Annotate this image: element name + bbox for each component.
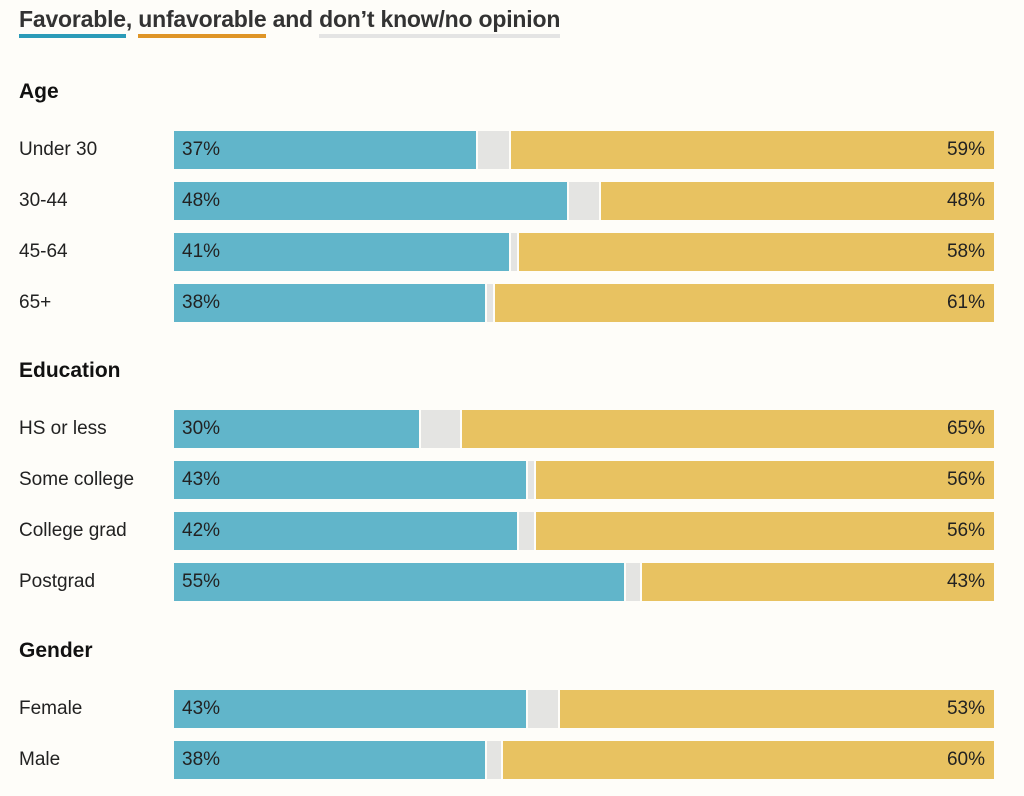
- section-title-education: Education: [19, 359, 121, 382]
- data-label-unfavorable: 61%: [946, 292, 985, 313]
- bar-segment-favorable: [174, 131, 477, 169]
- bar-row: 55% 43%: [174, 563, 994, 601]
- chart-title-legend: Favorable, unfavorable and don’t know/no…: [19, 6, 560, 38]
- bar-row: 30% 65%: [174, 410, 994, 448]
- bar-segment-favorable: [174, 233, 510, 271]
- row-label: Postgrad: [19, 571, 96, 592]
- bar-segment-dont-know: [626, 563, 641, 601]
- legend-unfavorable: unfavorable: [138, 6, 267, 38]
- row-label: 30-44: [19, 190, 68, 211]
- data-label-favorable: 48%: [182, 190, 221, 211]
- legend-separator: ,: [125, 6, 139, 32]
- row-label: Female: [19, 698, 83, 719]
- data-label-unfavorable: 58%: [946, 241, 985, 262]
- bar-segment-dont-know: [527, 690, 559, 728]
- bar-segment-favorable: [174, 284, 485, 322]
- bar-segment-favorable: [174, 461, 526, 499]
- data-label-unfavorable: 65%: [946, 418, 985, 439]
- row-label: College grad: [19, 520, 127, 541]
- row-label: 45-64: [19, 241, 68, 262]
- bar-segment-favorable: [174, 410, 419, 448]
- bar-row: 43% 56%: [174, 461, 994, 499]
- bar-row: 48% 48%: [174, 182, 994, 220]
- data-label-favorable: 37%: [182, 139, 221, 160]
- legend-dont-know: don’t know/no opinion: [319, 6, 560, 38]
- data-label-unfavorable: 56%: [946, 520, 985, 541]
- data-label-unfavorable: 53%: [946, 698, 985, 719]
- bar-segment-dont-know: [511, 233, 518, 271]
- legend-favorable: Favorable: [19, 6, 126, 38]
- data-label-unfavorable: 56%: [946, 469, 985, 490]
- bar-segment-unfavorable: [535, 512, 994, 550]
- bar-segment-favorable: [174, 690, 526, 728]
- bar-segment-favorable: [174, 512, 518, 550]
- bar-segment-unfavorable: [503, 741, 994, 779]
- bar-segment-unfavorable: [511, 131, 994, 169]
- data-label-unfavorable: 43%: [946, 571, 985, 592]
- bar-segment-unfavorable: [519, 233, 994, 271]
- bar-segment-dont-know: [527, 461, 534, 499]
- row-label: Male: [19, 749, 61, 770]
- bar-row: 37% 59%: [174, 131, 994, 169]
- bar-segment-dont-know: [421, 410, 460, 448]
- bar-segment-dont-know: [568, 182, 600, 220]
- data-label-unfavorable: 60%: [946, 749, 985, 770]
- bar-row: 43% 53%: [174, 690, 994, 728]
- row-label: Some college: [19, 469, 135, 490]
- data-label-favorable: 55%: [182, 571, 221, 592]
- row-label: 65+: [19, 292, 52, 313]
- bar-segment-favorable: [174, 563, 624, 601]
- row-label: Under 30: [19, 139, 98, 160]
- legend-separator: and: [266, 6, 320, 32]
- data-label-favorable: 38%: [182, 749, 221, 770]
- data-label-unfavorable: 59%: [946, 139, 985, 160]
- data-label-favorable: 41%: [182, 241, 221, 262]
- row-label: HS or less: [19, 418, 107, 439]
- section-title-gender: Gender: [19, 639, 93, 662]
- bar-row: 38% 60%: [174, 741, 994, 779]
- bar-segment-favorable: [174, 741, 485, 779]
- bar-row: 42% 56%: [174, 512, 994, 550]
- data-label-favorable: 42%: [182, 520, 221, 541]
- section-title-age: Age: [19, 80, 59, 103]
- bar-segment-dont-know: [486, 741, 501, 779]
- bar-segment-unfavorable: [494, 284, 994, 322]
- data-label-favorable: 43%: [182, 469, 221, 490]
- data-label-unfavorable: 48%: [946, 190, 985, 211]
- bar-row: 38% 61%: [174, 284, 994, 322]
- bar-segment-favorable: [174, 182, 567, 220]
- bar-segment-unfavorable: [601, 182, 994, 220]
- bar-segment-unfavorable: [642, 563, 994, 601]
- data-label-favorable: 38%: [182, 292, 221, 313]
- data-label-favorable: 43%: [182, 698, 221, 719]
- bar-segment-dont-know: [519, 512, 534, 550]
- bar-segment-dont-know: [478, 131, 510, 169]
- bar-segment-dont-know: [486, 284, 493, 322]
- data-label-favorable: 30%: [182, 418, 221, 439]
- bar-segment-unfavorable: [560, 690, 994, 728]
- bar-segment-unfavorable: [462, 410, 994, 448]
- bar-segment-unfavorable: [535, 461, 994, 499]
- bar-row: 41% 58%: [174, 233, 994, 271]
